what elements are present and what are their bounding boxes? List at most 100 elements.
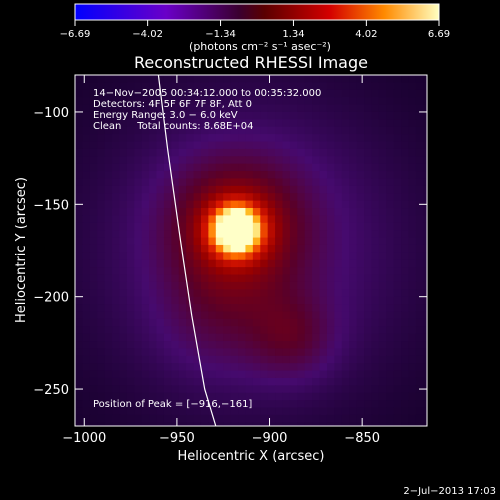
heatmap-cell	[119, 370, 128, 379]
heatmap-cell	[401, 289, 410, 298]
heatmap-cell	[356, 407, 365, 416]
heatmap-cell	[371, 267, 380, 276]
heatmap-cell	[319, 274, 328, 283]
heatmap-cell	[282, 274, 291, 283]
heatmap-cell	[267, 281, 276, 290]
heatmap-cell	[156, 134, 165, 143]
heatmap-cell	[75, 267, 84, 276]
heatmap-cell	[267, 193, 276, 202]
heatmap-cell	[267, 370, 276, 379]
heatmap-cell	[141, 148, 150, 157]
heatmap-cell	[341, 104, 350, 113]
heatmap-cell	[171, 259, 180, 268]
heatmap-cell	[104, 318, 113, 327]
info-line-detectors: Detectors: 4F 5F 6F 7F 8F, Att 0	[93, 99, 252, 110]
heatmap-cell	[282, 252, 291, 261]
heatmap-cell	[163, 237, 172, 246]
heatmap-cell	[423, 311, 427, 320]
heatmap-cell	[171, 89, 180, 98]
heatmap-cell	[230, 289, 239, 298]
heatmap-cell	[126, 178, 135, 187]
heatmap-cell	[223, 392, 232, 401]
heatmap-cell	[89, 318, 98, 327]
heatmap-cell	[408, 274, 417, 283]
heatmap-cell	[245, 326, 254, 335]
heatmap-cell	[312, 348, 321, 357]
heatmap-cell	[171, 296, 180, 305]
heatmap-cell	[193, 348, 202, 357]
heatmap-cell	[408, 200, 417, 209]
heatmap-cell	[75, 355, 84, 364]
heatmap-cell	[245, 185, 254, 194]
heatmap-cell	[319, 281, 328, 290]
heatmap-cell	[75, 82, 84, 91]
heatmap-cell	[215, 178, 224, 187]
heatmap-cell	[112, 311, 121, 320]
heatmap-cell	[208, 111, 217, 120]
heatmap-cell	[252, 252, 261, 261]
heatmap-cell	[297, 252, 306, 261]
heatmap-cell	[149, 296, 158, 305]
heatmap-cell	[319, 304, 328, 313]
heatmap-cell	[89, 289, 98, 298]
heatmap-cell	[186, 104, 195, 113]
heatmap-cell	[178, 156, 187, 165]
heatmap-cell	[275, 392, 284, 401]
heatmap-cell	[156, 156, 165, 165]
colorbar-tick-label: 1.34	[282, 29, 304, 40]
heatmap-cell	[156, 141, 165, 150]
heatmap-cell	[341, 126, 350, 135]
heatmap-cell	[408, 414, 417, 423]
heatmap-cell	[282, 370, 291, 379]
heatmap-cell	[238, 296, 247, 305]
heatmap-cell	[186, 341, 195, 350]
heatmap-cell	[238, 318, 247, 327]
heatmap-cell	[186, 244, 195, 253]
heatmap-cell	[163, 363, 172, 372]
heatmap-cell	[238, 414, 247, 423]
heatmap-cell	[356, 89, 365, 98]
heatmap-cell	[297, 208, 306, 216]
heatmap-cell	[326, 252, 335, 261]
heatmap-cell	[171, 222, 180, 231]
heatmap-cell	[230, 326, 239, 335]
heatmap-cell	[423, 422, 427, 426]
heatmap-cell	[289, 392, 298, 401]
heatmap-cell	[126, 156, 135, 165]
heatmap-cell	[134, 89, 143, 98]
heatmap-cell	[408, 215, 417, 224]
heatmap-cell	[186, 274, 195, 283]
heatmap-cell	[156, 414, 165, 423]
heatmap-cell	[393, 407, 402, 416]
heatmap-cell	[297, 304, 306, 313]
heatmap-cell	[289, 311, 298, 320]
heatmap-cell	[349, 230, 358, 239]
heatmap-cell	[356, 355, 365, 364]
heatmap-cell	[178, 326, 187, 335]
heatmap-cell	[82, 392, 91, 401]
heatmap-cell	[275, 414, 284, 423]
heatmap-cell	[356, 237, 365, 246]
heatmap-cell	[89, 215, 98, 224]
heatmap-cell	[208, 163, 217, 172]
heatmap-cell	[149, 163, 158, 172]
heatmap-cell	[119, 89, 128, 98]
heatmap-cell	[223, 355, 232, 364]
heatmap-cell	[297, 200, 306, 209]
heatmap-cell	[364, 341, 373, 350]
heatmap-cell	[334, 377, 343, 386]
heatmap-cell	[82, 355, 91, 364]
heatmap-cell	[200, 82, 209, 91]
heatmap-cell	[178, 89, 187, 98]
heatmap-cell	[275, 178, 284, 187]
heatmap-cell	[289, 178, 298, 187]
heatmap-cell	[208, 104, 217, 113]
heatmap-cell	[260, 296, 269, 305]
heatmap-cell	[356, 304, 365, 313]
heatmap-cell	[304, 289, 313, 298]
heatmap-cell	[386, 141, 395, 150]
heatmap-cell	[223, 156, 232, 165]
heatmap-cell	[89, 252, 98, 261]
heatmap-cell	[334, 400, 343, 409]
heatmap-cell	[75, 274, 84, 283]
